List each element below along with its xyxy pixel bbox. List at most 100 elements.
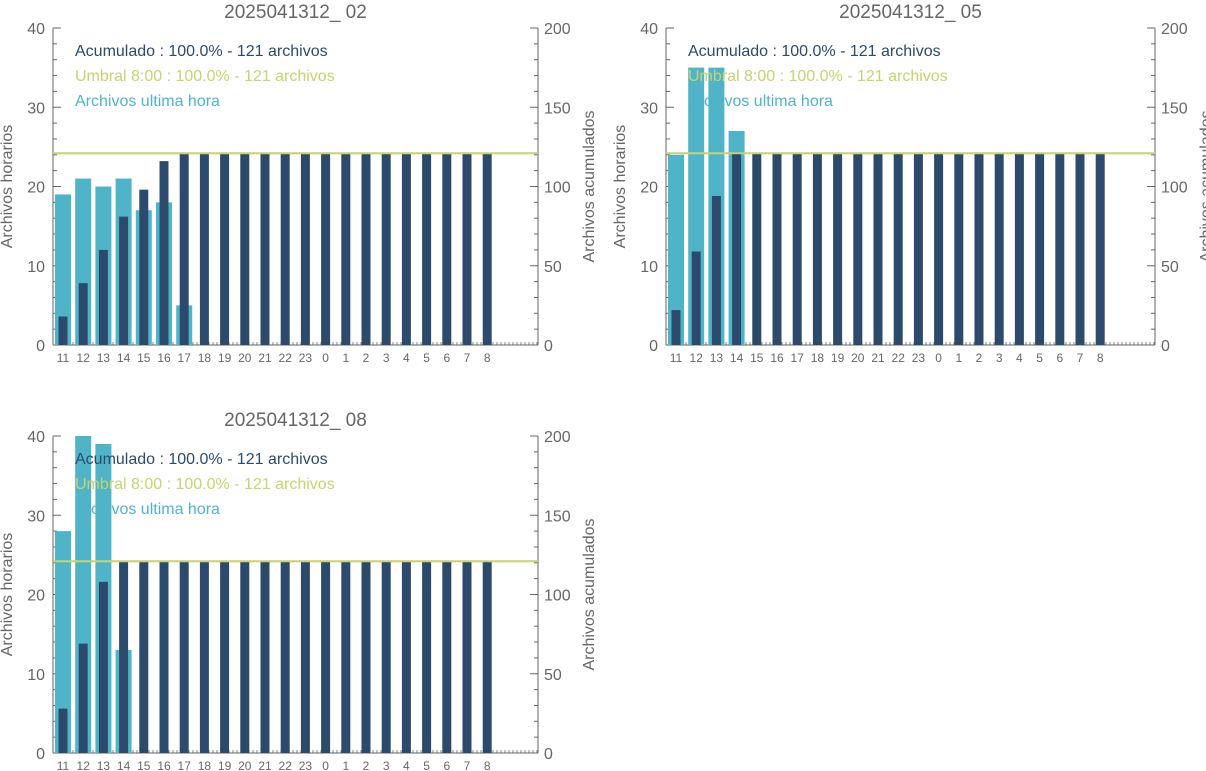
left-tick-label: 10 xyxy=(640,259,658,276)
x-tick-label: 4 xyxy=(1016,351,1023,365)
x-tick-label: 2 xyxy=(976,351,983,365)
x-tick-label: 1 xyxy=(342,351,349,365)
x-tick-label: 11 xyxy=(57,351,70,365)
x-tick-label: 8 xyxy=(484,351,491,365)
cumulative-bar xyxy=(462,153,472,345)
cumulative-bar xyxy=(341,153,351,345)
right-tick-label: 100 xyxy=(544,588,571,605)
x-tick-label: 4 xyxy=(403,351,410,365)
cumulative-bar xyxy=(482,153,492,345)
x-tick-label: 19 xyxy=(218,759,232,771)
cumulative-bar xyxy=(691,251,701,345)
x-tick-label: 0 xyxy=(322,759,329,771)
cumulative-bar xyxy=(752,153,762,345)
x-tick-label: 7 xyxy=(1077,351,1084,365)
left-axis-label: Archivos horarios xyxy=(0,125,16,249)
x-tick-label: 22 xyxy=(892,351,906,365)
cumulative-bar xyxy=(482,561,492,753)
left-tick-label: 0 xyxy=(36,338,45,355)
x-tick-label: 11 xyxy=(57,759,70,771)
legend-entry: Acumulado : 100.0% - 121 archivos xyxy=(75,451,328,468)
chart-title: 2025041312_ 02 xyxy=(224,2,367,23)
cumulative-bar xyxy=(381,561,391,753)
cumulative-bar xyxy=(341,561,351,753)
cumulative-bar xyxy=(361,153,371,345)
left-tick-label: 40 xyxy=(27,429,45,446)
x-tick-label: 8 xyxy=(1097,351,1104,365)
left-tick-label: 20 xyxy=(27,180,45,197)
cumulative-bar xyxy=(974,153,984,345)
cumulative-bar xyxy=(260,561,270,753)
x-tick-label: 2 xyxy=(363,351,370,365)
left-tick-label: 30 xyxy=(27,100,45,117)
x-tick-label: 15 xyxy=(750,351,764,365)
x-tick-label: 5 xyxy=(1036,351,1043,365)
cumulative-bar xyxy=(220,153,230,345)
chart-panel-05: 2025041312_ 05010203040050100150200Archi… xyxy=(612,2,1206,365)
x-tick-label: 6 xyxy=(443,351,450,365)
cumulative-bar xyxy=(220,561,230,753)
chart-title: 2025041312_ 08 xyxy=(224,410,367,431)
x-tick-label: 2 xyxy=(363,759,370,771)
legend-entry: Acumulado : 100.0% - 121 archivos xyxy=(688,43,941,60)
right-axis-label: Archivos acumulados xyxy=(1198,110,1206,262)
x-tick-label: 6 xyxy=(1056,351,1063,365)
x-tick-label: 3 xyxy=(996,351,1003,365)
right-tick-label: 0 xyxy=(544,338,553,355)
x-tick-label: 16 xyxy=(157,759,171,771)
cumulative-bar xyxy=(381,153,391,345)
cumulative-bar xyxy=(321,561,331,753)
cumulative-bar xyxy=(442,153,452,345)
cumulative-bar xyxy=(1035,153,1045,345)
cumulative-bar xyxy=(1014,153,1024,345)
legend-entry: Acumulado : 100.0% - 121 archivos xyxy=(75,43,328,60)
cumulative-bar xyxy=(179,153,189,345)
right-tick-label: 150 xyxy=(544,100,571,117)
left-tick-label: 20 xyxy=(640,180,658,197)
cumulative-bar xyxy=(199,561,209,753)
left-tick-label: 30 xyxy=(27,508,45,525)
cumulative-bar xyxy=(1075,153,1085,345)
cumulative-bar xyxy=(240,153,250,345)
x-tick-label: 16 xyxy=(157,351,171,365)
cumulative-bar xyxy=(361,561,371,753)
cumulative-bar xyxy=(833,153,843,345)
legend-entry: Archivos ultima hora xyxy=(688,93,833,110)
cumulative-bar xyxy=(199,153,209,345)
left-tick-label: 20 xyxy=(27,588,45,605)
cumulative-bar xyxy=(78,283,88,345)
x-tick-label: 12 xyxy=(77,351,91,365)
x-tick-label: 22 xyxy=(279,759,293,771)
legend-entry: Umbral 8:00 : 100.0% - 121 archivos xyxy=(75,68,335,85)
x-tick-label: 3 xyxy=(383,351,390,365)
x-tick-label: 1 xyxy=(342,759,349,771)
x-tick-label: 5 xyxy=(423,351,430,365)
x-tick-label: 13 xyxy=(710,351,724,365)
cumulative-bar xyxy=(462,561,472,753)
x-tick-label: 22 xyxy=(279,351,293,365)
right-tick-label: 100 xyxy=(544,180,571,197)
cumulative-bar xyxy=(139,561,149,753)
left-axis-label: Archivos horarios xyxy=(612,125,629,249)
right-tick-label: 0 xyxy=(1161,338,1170,355)
x-tick-label: 17 xyxy=(178,351,192,365)
x-tick-label: 1 xyxy=(955,351,962,365)
cumulative-bar xyxy=(913,153,923,345)
legend-entry: Archivos ultima hora xyxy=(75,93,220,110)
cumulative-bar xyxy=(873,153,883,345)
left-axis-label: Archivos horarios xyxy=(0,533,16,657)
right-tick-label: 50 xyxy=(544,259,562,276)
x-tick-label: 12 xyxy=(690,351,704,365)
x-tick-label: 0 xyxy=(322,351,329,365)
chart-title: 2025041312_ 05 xyxy=(839,2,982,23)
x-tick-label: 11 xyxy=(670,351,683,365)
cumulative-bar xyxy=(893,153,903,345)
cumulative-bar xyxy=(300,153,310,345)
right-axis-label: Archivos acumulados xyxy=(581,518,598,670)
left-tick-label: 0 xyxy=(649,338,658,355)
x-tick-label: 14 xyxy=(117,759,131,771)
x-tick-label: 23 xyxy=(299,759,313,771)
x-tick-label: 21 xyxy=(258,759,272,771)
cumulative-bar xyxy=(139,189,149,345)
cumulative-bar xyxy=(812,153,822,345)
